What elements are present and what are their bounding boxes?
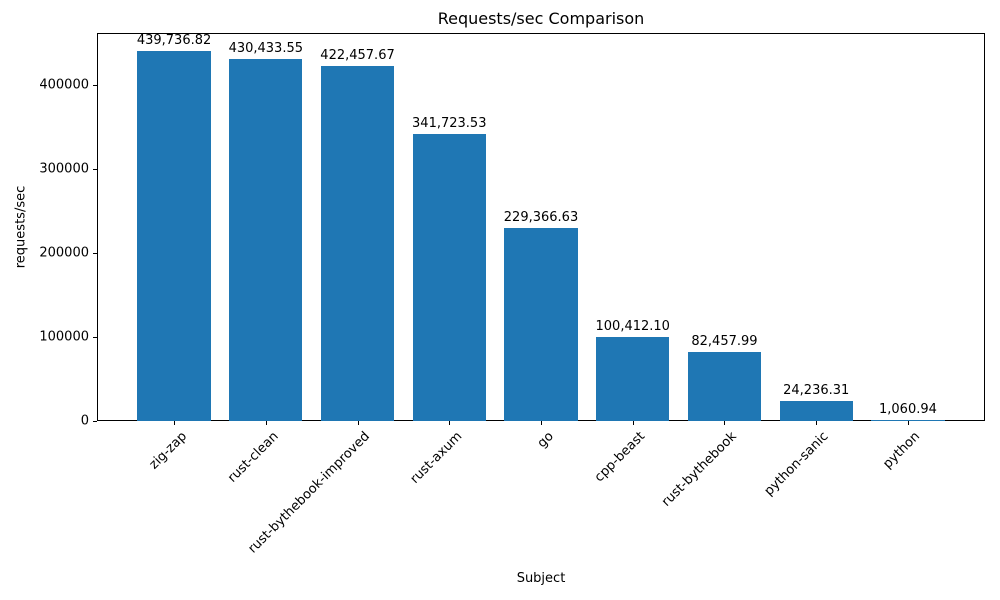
x-tick-label: python-sanic bbox=[761, 429, 832, 499]
x-tick bbox=[632, 421, 634, 425]
y-tick bbox=[93, 421, 97, 422]
x-tick-label: python bbox=[880, 429, 924, 472]
x-tick bbox=[357, 421, 359, 425]
x-tick-label: rust-clean bbox=[224, 429, 282, 486]
bar-value-label: 229,366.63 bbox=[503, 210, 579, 226]
bar-value-label: 341,723.53 bbox=[412, 115, 487, 131]
x-tick bbox=[541, 421, 542, 425]
bar bbox=[504, 228, 578, 421]
chart-title: Requests/sec Comparison bbox=[437, 9, 645, 28]
bar bbox=[137, 51, 211, 421]
x-tick-label: rust-axum bbox=[407, 429, 465, 487]
bar-value-label: 82,457.99 bbox=[691, 333, 758, 349]
x-tick bbox=[449, 421, 451, 425]
bar bbox=[871, 420, 945, 422]
bar bbox=[596, 336, 670, 421]
y-tick bbox=[93, 168, 97, 170]
bar-value-label: 439,736.82 bbox=[136, 33, 212, 49]
bar-value-label: 100,412.10 bbox=[595, 318, 670, 334]
bar-value-label: 1,060.94 bbox=[878, 402, 937, 418]
y-tick-label: 200000 bbox=[39, 245, 89, 261]
y-tick bbox=[93, 252, 97, 254]
x-axis-label: Subject bbox=[516, 571, 566, 586]
y-tick-label: 400000 bbox=[39, 77, 89, 93]
x-tick bbox=[816, 421, 818, 425]
x-tick bbox=[265, 421, 267, 425]
y-tick bbox=[93, 84, 97, 86]
x-tick-label: cpp-beast bbox=[592, 429, 649, 486]
y-tick-label: 300000 bbox=[39, 161, 89, 177]
x-tick bbox=[907, 421, 909, 425]
bar bbox=[779, 400, 853, 421]
bar-value-label: 24,236.31 bbox=[783, 382, 850, 398]
bar bbox=[229, 59, 303, 421]
y-axis-label: requests/sec bbox=[13, 185, 29, 269]
bar-value-label: 430,433.55 bbox=[228, 41, 303, 57]
x-tick-label: rust-bythebook bbox=[659, 429, 741, 510]
x-tick bbox=[724, 421, 726, 425]
bar bbox=[687, 351, 762, 421]
x-tick bbox=[174, 421, 176, 425]
bar bbox=[412, 133, 486, 421]
x-tick-label: zig-zap bbox=[146, 429, 190, 473]
y-tick-label: 100000 bbox=[39, 329, 89, 345]
bar bbox=[320, 65, 395, 421]
y-tick bbox=[93, 336, 97, 338]
y-tick-label: 0 bbox=[80, 413, 89, 429]
x-tick-label: go bbox=[534, 429, 557, 452]
bar-value-label: 422,457.67 bbox=[320, 47, 395, 63]
